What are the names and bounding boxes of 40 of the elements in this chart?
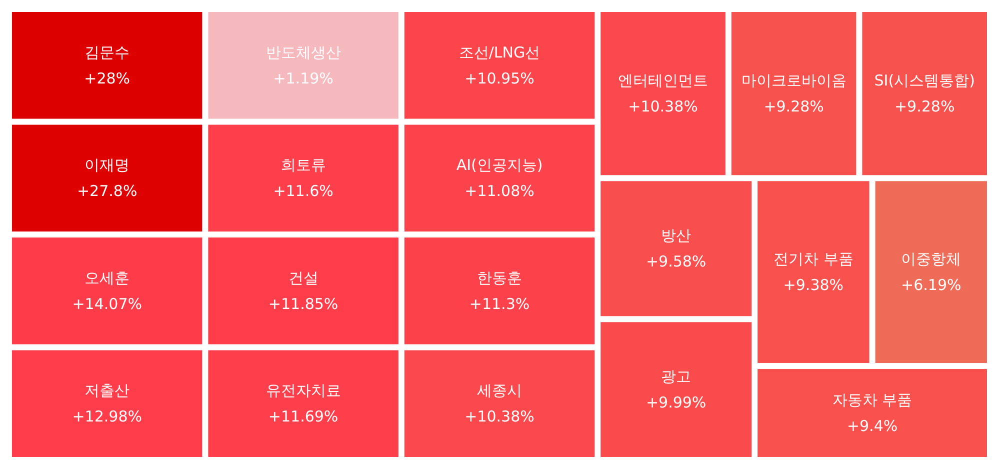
data-label: +10.95% bbox=[464, 69, 534, 88]
category-label: 유전자치료 bbox=[266, 382, 341, 400]
category-label: 자동차 부품 bbox=[832, 391, 912, 410]
category-label: 이중항체 bbox=[901, 250, 962, 268]
data-label: +11.85% bbox=[268, 294, 338, 313]
category-label: 한동훈 bbox=[477, 268, 522, 287]
category-label: 방산 bbox=[661, 226, 692, 245]
category-label: 김문수 bbox=[84, 43, 130, 62]
data-label: +11.6% bbox=[273, 182, 334, 200]
data-label: +11.3% bbox=[469, 294, 530, 313]
data-label: +11.69% bbox=[268, 408, 338, 426]
data-label: +9.28% bbox=[764, 98, 824, 116]
data-label: +14.07% bbox=[72, 294, 142, 313]
category-label: 엔터테인먼트 bbox=[618, 72, 708, 90]
data-label: +9.58% bbox=[646, 252, 706, 271]
category-label: 세종시 bbox=[477, 382, 522, 400]
data-label: +6.19% bbox=[901, 276, 962, 294]
data-label: +12.98% bbox=[72, 408, 142, 426]
category-label: 마이크로바이옴 bbox=[741, 72, 846, 90]
data-label: +9.99% bbox=[646, 394, 706, 412]
category-label: 희토류 bbox=[280, 156, 326, 174]
data-label: +9.28% bbox=[894, 98, 955, 116]
data-label: +28% bbox=[84, 69, 130, 88]
category-label: 저출산 bbox=[84, 382, 130, 400]
category-label: 건설 bbox=[288, 268, 318, 287]
category-label: 전기차 부품 bbox=[774, 250, 854, 268]
data-label: +10.38% bbox=[464, 408, 534, 426]
data-label: +9.38% bbox=[783, 276, 844, 294]
data-label: +11.08% bbox=[464, 182, 534, 200]
data-label: +1.19% bbox=[273, 69, 334, 88]
data-label: +27.8% bbox=[76, 182, 138, 200]
category-label: 반도체생산 bbox=[266, 43, 341, 62]
category-label: 조선/LNG선 bbox=[458, 43, 540, 62]
category-label: 광고 bbox=[661, 368, 692, 386]
category-label: SI(시스템통합) bbox=[874, 72, 975, 90]
data-label: +9.4% bbox=[846, 417, 898, 436]
category-label: 이재명 bbox=[84, 156, 130, 174]
data-label: +10.38% bbox=[628, 98, 698, 116]
category-label: AI(인공지능) bbox=[456, 156, 543, 174]
category-label: 오세훈 bbox=[84, 268, 130, 287]
